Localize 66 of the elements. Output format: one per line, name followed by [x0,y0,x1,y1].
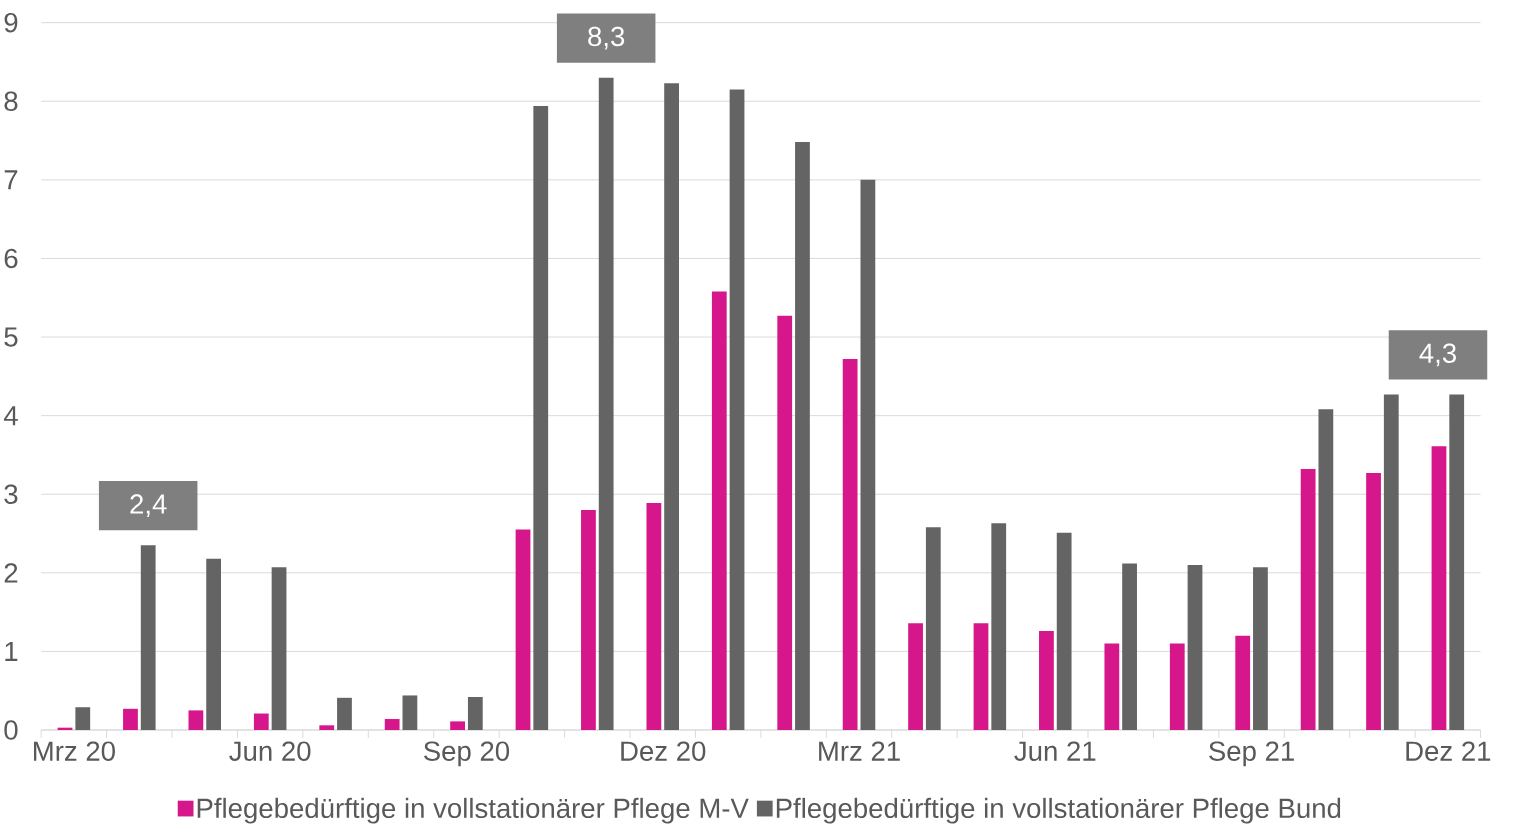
bar [1300,468,1316,730]
y-tick-label: 6 [4,248,18,269]
bar [1056,532,1072,730]
bar [1039,630,1054,730]
bar [664,82,679,730]
bar [973,622,989,730]
y-tick-label: 8 [4,91,18,111]
y-tick-label: 2 [4,563,18,583]
data-label: 8,3 [588,26,625,50]
bar [467,696,483,730]
bar [1104,643,1120,730]
y-tick-label: 4 [3,405,18,425]
bar [140,545,156,730]
bar [1318,409,1334,730]
bar [646,502,662,730]
bar [729,89,745,730]
x-tick-label: Dez 20 [621,741,706,761]
bar [711,291,727,730]
bar [402,695,418,730]
bar [1431,446,1447,730]
bar [908,622,923,730]
bar [598,77,614,730]
bar [75,707,91,730]
bar [337,697,352,730]
bar [515,529,531,730]
bar [206,558,222,730]
legend-label: Pflegebedürftige in vollstationärer Pflege Bund [776,797,1341,824]
data-label: 4,3 [1419,343,1456,367]
bar [1187,564,1203,730]
bar [1235,635,1251,730]
x-tick-label: Dez 21 [1406,741,1491,761]
y-tick-label: 3 [4,484,18,504]
bar [1122,563,1137,730]
bar [1449,394,1465,730]
bar [1366,472,1381,730]
bar [860,179,876,730]
bar [795,141,810,730]
x-tick-label: Sep 21 [1209,741,1294,767]
bar [188,710,204,730]
bar [1253,567,1268,730]
bar [1383,394,1399,730]
bar [253,713,269,730]
x-tick-label: Sep 20 [423,741,510,767]
bar [533,105,549,730]
x-tick-label: Jun 20 [229,741,311,761]
bar [925,527,941,730]
data-label: 2,4 [130,494,167,517]
bar [319,725,335,730]
bar [842,358,858,730]
y-tick-label: 0 [4,720,18,740]
bar [581,509,596,730]
y-tick-label: 9 [4,12,18,33]
x-tick-label: Mrz 21 [819,741,900,761]
bar [450,721,465,730]
x-tick-label: Jun 21 [1014,741,1096,761]
bar [384,718,400,730]
bar [777,315,793,730]
bar [123,708,138,730]
x-tick-label: Mrz 20 [34,741,115,761]
y-tick-label: 5 [4,327,18,347]
legend-label: Pflegebedürftige in vollstationärer Pflege M-V [197,797,749,824]
y-tick-label: 1 [5,641,18,661]
bar [271,567,287,730]
bar [991,523,1007,730]
bar [1169,643,1185,730]
y-tick-label: 7 [4,170,18,190]
